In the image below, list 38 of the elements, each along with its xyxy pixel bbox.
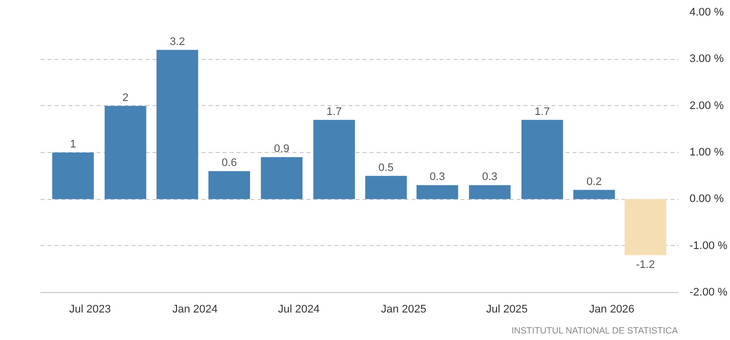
data-label: 0.6 — [222, 157, 237, 170]
bar — [52, 152, 94, 200]
x-tick-label: Jan 2026 — [589, 304, 634, 316]
data-label: 2 — [122, 92, 129, 104]
y-tick-label: 1.00 % — [690, 146, 724, 158]
y-tick-label: 0.00 % — [690, 193, 724, 206]
bar — [313, 120, 355, 200]
data-label: 1.7 — [326, 106, 342, 118]
data-label: 0.5 — [378, 162, 394, 174]
data-label: 1 — [70, 138, 76, 150]
text: INSTITUTUL NATIONAL DE STATISTICA — [511, 326, 678, 336]
x-tick-label: Jan 2025 — [381, 304, 426, 316]
data-label: 0.3 — [482, 171, 498, 184]
bar — [521, 120, 564, 200]
bar — [468, 185, 511, 200]
data-label: 1.7 — [534, 106, 550, 118]
data-label: 0.2 — [586, 176, 602, 188]
bar — [573, 190, 615, 200]
x-tick-label: Jan 2024 — [172, 304, 218, 316]
data-label: 0.3 — [430, 171, 445, 184]
x-tick-label: Jul 2025 — [486, 304, 528, 316]
bar — [365, 176, 407, 200]
data-label: 3.2 — [170, 36, 185, 48]
y-tick-label: 4.00 % — [690, 6, 724, 18]
data-label: 0.9 — [274, 143, 290, 156]
bar — [156, 50, 198, 200]
y-tick-label: -1.00 % — [690, 240, 728, 252]
x-tick-label: Jul 2023 — [69, 304, 111, 316]
y-tick-label: -2.00 % — [690, 286, 728, 298]
data-label: -1.2 — [636, 259, 655, 272]
bar — [624, 199, 666, 256]
y-tick-label: 3.00 % — [690, 53, 724, 66]
bar — [208, 171, 250, 200]
y-tick-label: 2.00 % — [690, 100, 724, 112]
x-tick-label: Jul 2024 — [278, 304, 320, 316]
bar — [416, 185, 458, 200]
bar — [104, 106, 146, 200]
bar — [260, 157, 302, 200]
